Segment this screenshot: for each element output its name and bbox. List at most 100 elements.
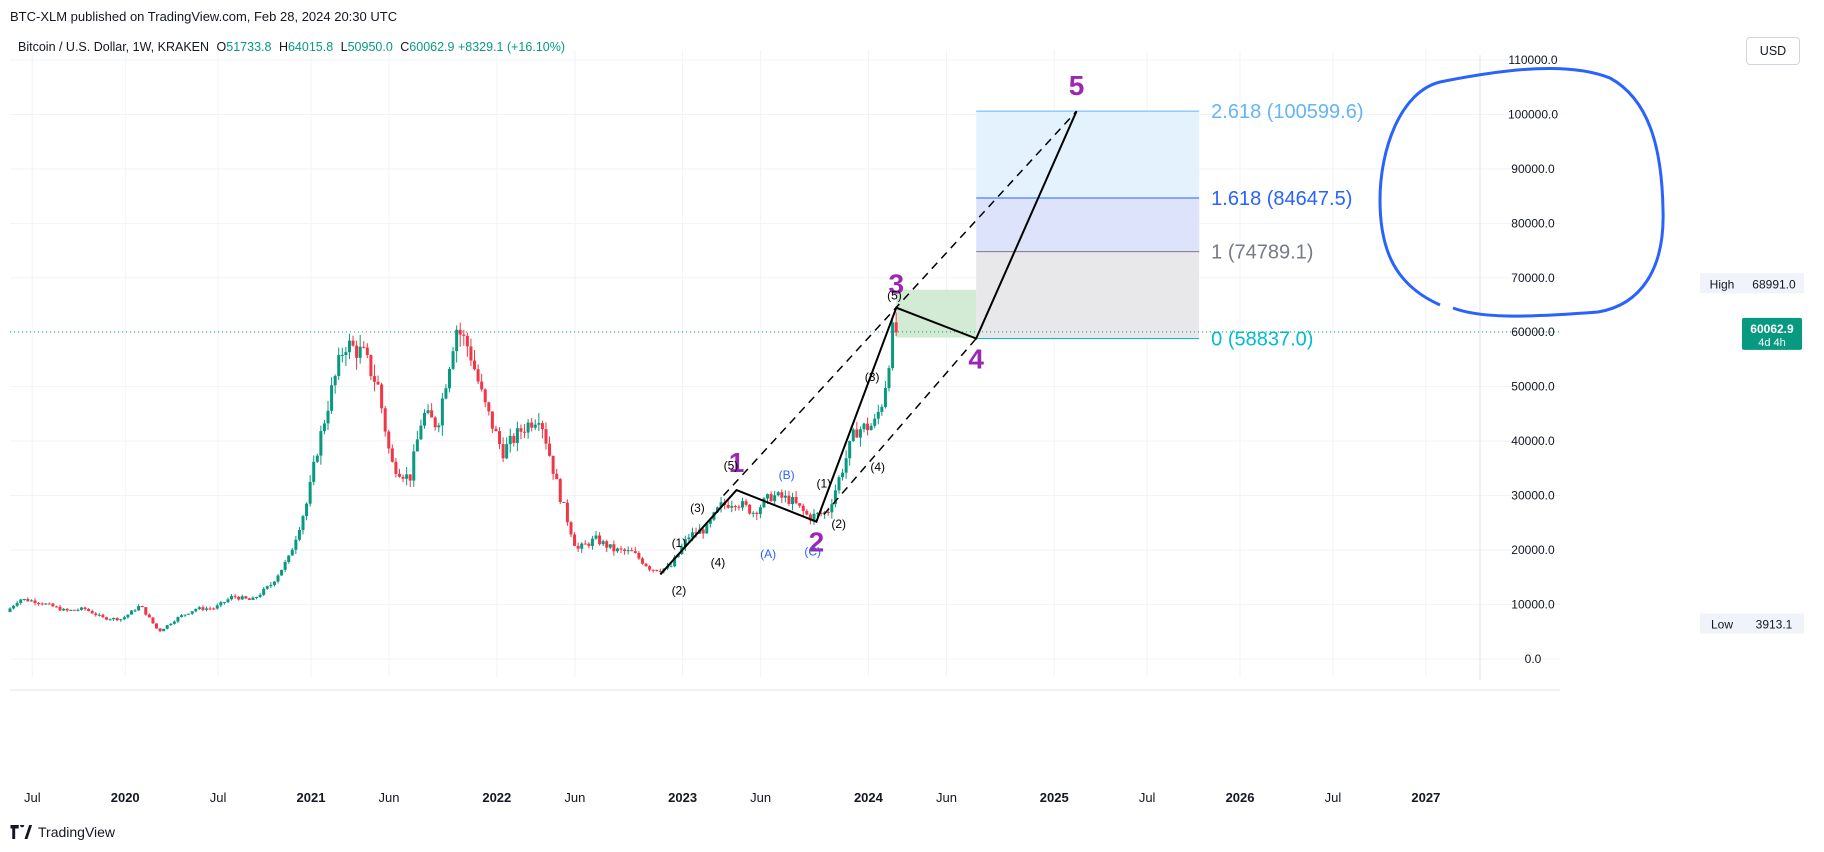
high-marker-value-bg xyxy=(1744,273,1804,294)
candle-body xyxy=(512,435,516,443)
candle-body xyxy=(415,439,419,452)
candle-body xyxy=(812,513,816,521)
candle-body xyxy=(380,384,384,409)
candle-body xyxy=(851,429,855,441)
candle-body xyxy=(501,444,505,459)
candle-body xyxy=(394,461,398,474)
candle-body xyxy=(333,375,337,386)
candle-body xyxy=(776,492,780,496)
candle-body xyxy=(701,529,705,534)
candle-body xyxy=(112,617,116,620)
candle-body xyxy=(555,473,559,480)
candle-body xyxy=(315,455,319,462)
wave-label-2: 2 xyxy=(809,527,825,558)
candle-body xyxy=(751,512,755,514)
candle-body xyxy=(633,551,637,553)
candle-body xyxy=(833,490,837,505)
fib-zone-2618 xyxy=(976,111,1200,199)
candle-body xyxy=(226,599,230,603)
candle-body xyxy=(358,346,362,358)
candle-body xyxy=(183,614,187,616)
candle-body xyxy=(558,479,562,502)
x-tick-label: 2023 xyxy=(668,790,697,805)
candle-body xyxy=(412,451,416,481)
candle-body xyxy=(172,621,176,624)
candle-body xyxy=(115,617,119,621)
candle-body xyxy=(247,598,251,600)
candle-body xyxy=(755,512,759,515)
candle-body xyxy=(876,411,880,419)
open-label: O xyxy=(216,40,227,54)
candle-body xyxy=(319,431,323,456)
candle-body xyxy=(816,512,820,514)
candle-body xyxy=(151,617,155,624)
candle-body xyxy=(437,425,441,428)
candle-body xyxy=(294,539,298,550)
candle-body xyxy=(108,619,112,621)
x-tick-label: 2020 xyxy=(111,790,140,805)
x-tick-label: Jun xyxy=(564,790,585,805)
y-tick-label: 40000.0 xyxy=(1511,434,1555,448)
currency-button[interactable]: USD xyxy=(1746,37,1800,65)
candle-body xyxy=(365,347,369,356)
candle-body xyxy=(855,429,859,438)
candle-body xyxy=(344,352,348,355)
candle-body xyxy=(455,329,459,352)
candle-body xyxy=(651,569,655,571)
candle-body xyxy=(690,532,694,538)
subwave-label: (5) xyxy=(724,458,739,472)
candle-body xyxy=(530,422,534,428)
candle-body xyxy=(805,510,809,515)
candle-body xyxy=(655,569,659,571)
candle-body xyxy=(301,516,305,530)
candle-body xyxy=(594,535,598,539)
candle-body xyxy=(605,541,609,548)
candle-body xyxy=(137,606,141,611)
candle-body xyxy=(523,431,527,433)
candle-body xyxy=(104,617,108,620)
candle-body xyxy=(401,476,405,479)
candle-body xyxy=(408,474,412,481)
candle-body xyxy=(372,376,376,382)
candle-body xyxy=(155,623,159,629)
symbol-legend: Bitcoin / U.S. Dollar, 1W, KRAKEN O51733… xyxy=(18,40,565,54)
wave-label-1: 1 xyxy=(729,447,745,478)
candle-body xyxy=(355,345,359,358)
subwave-label: (4) xyxy=(870,460,885,474)
candle-body xyxy=(240,596,244,600)
candle-body xyxy=(873,418,877,426)
candle-body xyxy=(440,398,444,426)
close-value: 60062.9 xyxy=(409,40,455,54)
y-tick-label: 10000.0 xyxy=(1511,597,1555,611)
y-tick-label: 30000.0 xyxy=(1511,489,1555,503)
candle-body xyxy=(705,523,709,534)
candle-body xyxy=(12,605,16,609)
candle-body xyxy=(669,566,673,568)
candle-body xyxy=(258,594,262,598)
candle-body xyxy=(312,461,316,482)
candle-body xyxy=(480,381,484,390)
candle-body xyxy=(122,617,126,620)
candle-body xyxy=(65,608,69,611)
symbol-title: Bitcoin / U.S. Dollar, 1W, KRAKEN xyxy=(18,40,210,54)
candle-body xyxy=(544,429,548,444)
candle-body xyxy=(215,605,219,609)
candle-body xyxy=(133,610,137,612)
candle-body xyxy=(15,602,19,606)
candle-body xyxy=(119,619,123,621)
candle-body xyxy=(8,608,12,613)
candle-body xyxy=(376,381,380,385)
candle-body xyxy=(255,597,259,599)
candle-body xyxy=(551,455,555,474)
candle-body xyxy=(619,548,623,550)
candle-body xyxy=(265,586,269,589)
candle-body xyxy=(569,522,573,535)
footer-brand[interactable]: TradingView xyxy=(10,824,115,840)
high-label: H xyxy=(278,40,288,54)
candle-body xyxy=(737,506,741,508)
candle-body xyxy=(387,431,391,449)
candle-body xyxy=(272,581,276,585)
candle-body xyxy=(62,608,66,611)
candle-body xyxy=(419,425,423,440)
